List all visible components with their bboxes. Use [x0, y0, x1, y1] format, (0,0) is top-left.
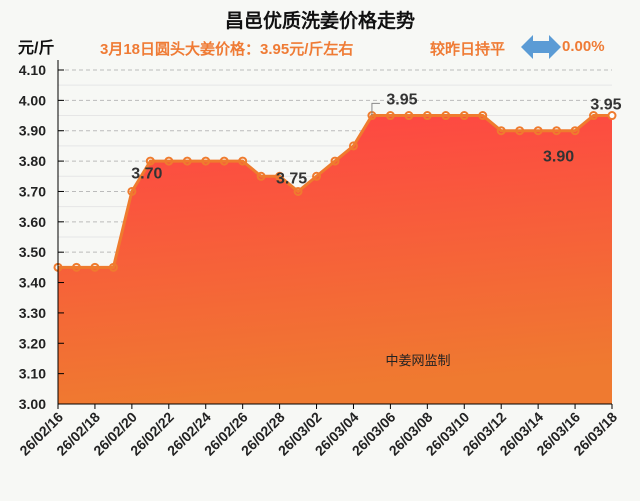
y-tick-label: 3.20 [19, 335, 46, 351]
data-point [164, 156, 174, 166]
y-tick-label: 3.50 [19, 244, 46, 260]
y-tick-label: 3.40 [19, 275, 46, 291]
data-label: 3.90 [543, 149, 574, 166]
y-tick-label: 3.80 [19, 153, 46, 169]
y-tick-label: 3.90 [19, 123, 46, 139]
label-leader [371, 102, 380, 116]
y-tick-label: 3.30 [19, 305, 46, 321]
y-tick-label: 3.00 [19, 396, 46, 412]
data-point [108, 262, 118, 272]
data-point [570, 126, 580, 136]
watermark-text: 中姜网监制 [385, 354, 450, 369]
data-point [478, 111, 488, 121]
compare-text: 较昨日持平 [430, 41, 506, 58]
data-point [385, 111, 395, 121]
data-point [330, 156, 340, 166]
price-area [58, 115, 612, 404]
data-point [515, 126, 525, 136]
data-point [238, 156, 248, 166]
data-label: 3.95 [590, 97, 621, 114]
data-point [404, 111, 414, 121]
y-tick-label: 3.70 [19, 183, 46, 199]
data-point [589, 111, 599, 121]
data-point [422, 111, 432, 121]
price-summary: 3月18日圆头大姜价格：3.95元/斤左右 [100, 41, 354, 58]
data-point [459, 111, 469, 121]
data-point [182, 156, 192, 166]
chart-title: 昌邑优质洗姜价格走势 [224, 11, 415, 32]
data-point [90, 262, 100, 272]
data-point [127, 186, 137, 196]
data-point [71, 262, 81, 272]
y-tick-label: 3.60 [19, 214, 46, 230]
data-point [552, 126, 562, 136]
data-point [496, 126, 506, 136]
data-point [607, 111, 617, 121]
data-label: 3.70 [131, 165, 162, 182]
y-tick-label: 4.10 [19, 62, 46, 78]
y-tick-label: 3.10 [19, 366, 46, 382]
data-point [256, 171, 266, 181]
data-point [219, 156, 229, 166]
data-point [312, 171, 322, 181]
data-label: 3.95 [386, 92, 417, 109]
data-point [145, 156, 155, 166]
data-label: 3.75 [276, 170, 307, 187]
y-tick-label: 4.00 [19, 92, 46, 108]
y-axis-unit: 元/斤 [18, 40, 55, 57]
data-point [275, 171, 285, 181]
data-point [348, 141, 358, 151]
data-point [441, 111, 451, 121]
data-point [533, 126, 543, 136]
double-arrow-icon [521, 35, 561, 59]
price-line [58, 114, 612, 269]
data-point [293, 186, 303, 196]
change-percent: 0.00% [562, 38, 605, 55]
data-point [201, 156, 211, 166]
